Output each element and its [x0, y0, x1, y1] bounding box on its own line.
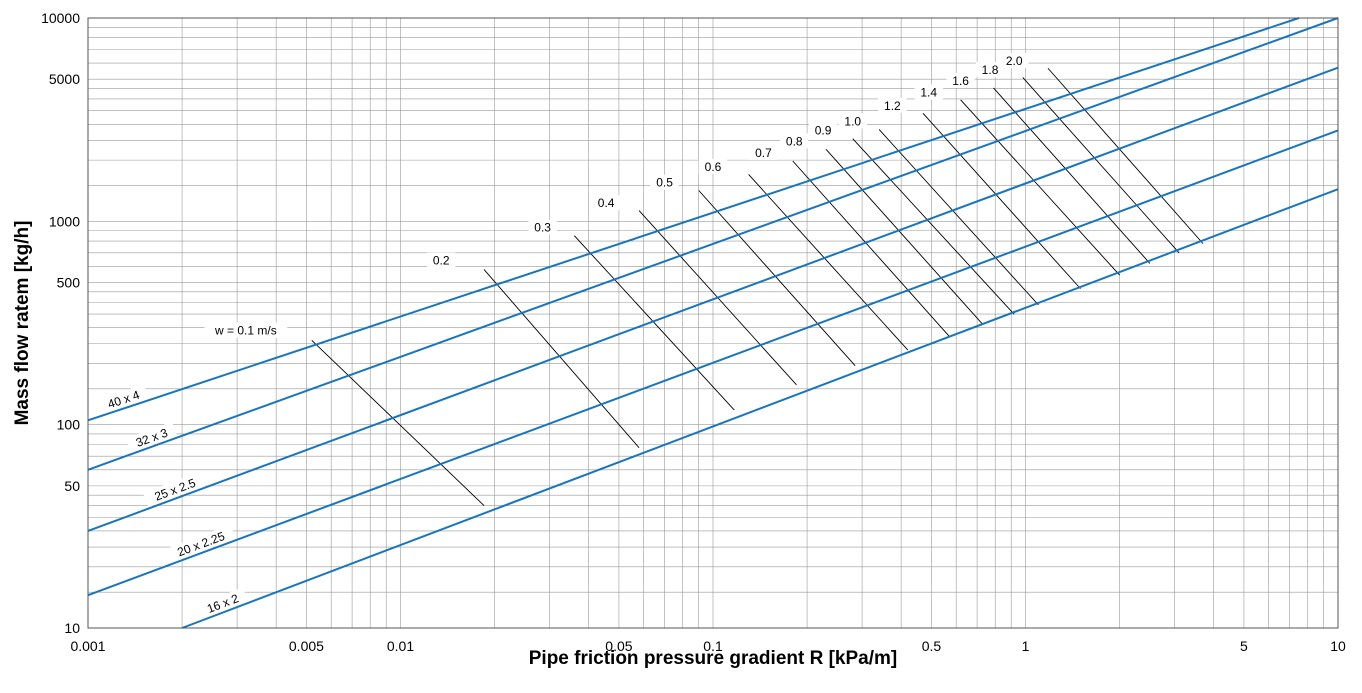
label-text: 20 x 2.25	[175, 529, 226, 559]
label-background	[914, 84, 943, 100]
velocity-label-0-2: 0.2	[427, 252, 456, 268]
velocity-line-1-6	[993, 87, 1151, 264]
label-text: 1.2	[884, 99, 901, 113]
x-tick-label-0-1: 0.1	[703, 638, 723, 654]
x-tick-label-5: 5	[1240, 638, 1248, 654]
velocity-line-1-8	[1022, 77, 1180, 254]
label-background	[838, 113, 867, 129]
velocity-label-0-3: 0.3	[528, 219, 557, 235]
label-text: 1.4	[920, 86, 937, 100]
x-axis-title: Pipe friction pressure gradient R [kPa/m…	[529, 648, 897, 669]
label-background	[946, 72, 975, 88]
pipe-series-40-x-4	[87, 17, 1300, 422]
velocity-label-1-2: 1.2	[878, 97, 907, 113]
label-text: 0.3	[534, 221, 551, 235]
label-background	[165, 524, 236, 563]
label-text: 1.6	[952, 74, 969, 88]
velocity-lines	[311, 67, 1204, 506]
pipe-series-25-x-2-5	[87, 66, 1339, 532]
velocity-label-1-8: 1.8	[975, 61, 1005, 77]
y-axis-title: Mass flow ratem [kg/h]	[12, 221, 33, 426]
label-background	[999, 52, 1029, 68]
x-tick-label-10: 10	[1330, 638, 1346, 654]
label-text: 0.7	[755, 146, 772, 160]
pipe-label-32-x-3: 32 x 3	[126, 421, 178, 453]
label-text: 0.5	[656, 176, 673, 190]
label-text: 0.4	[598, 196, 615, 210]
x-tick-label-0-5: 0.5	[922, 638, 942, 654]
label-background	[878, 97, 907, 113]
label-background	[97, 384, 149, 414]
velocity-label-w-0-1-m-s: w = 0.1 m/s	[204, 322, 288, 338]
velocity-line-0-7	[792, 160, 950, 337]
label-background	[126, 421, 178, 453]
label-background	[427, 252, 456, 268]
pipe-series-16-x-2	[181, 188, 1339, 629]
label-text: 0.2	[433, 254, 450, 268]
label-background	[698, 159, 728, 175]
label-background	[204, 322, 288, 338]
label-text: 2.0	[1006, 54, 1023, 68]
velocity-line-0-3	[574, 235, 735, 411]
pipe-series-lines	[87, 17, 1339, 629]
label-background	[780, 133, 809, 149]
label-background	[749, 144, 778, 160]
y-tick-label-100: 100	[57, 417, 81, 433]
velocity-line-1-4	[960, 99, 1120, 276]
label-text: 0.6	[705, 160, 722, 174]
y-tick-label-500: 500	[57, 275, 81, 291]
velocity-label-2-0: 2.0	[999, 52, 1029, 68]
x-tick-label-1: 1	[1022, 638, 1030, 654]
velocity-label-0-7: 0.7	[749, 144, 778, 160]
velocity-line-0-9	[852, 138, 1015, 315]
velocity-line-0-6	[748, 174, 909, 351]
x-tick-label-0-01: 0.01	[387, 638, 414, 654]
plot-frame	[87, 17, 1339, 629]
velocity-line-1-0	[878, 129, 1039, 306]
y-tick-labels: 10 50 100 500 1000 5000 10000	[41, 10, 80, 636]
velocity-label-0-4: 0.4	[591, 195, 621, 211]
label-text: 1.8	[982, 63, 999, 77]
label-background	[975, 61, 1005, 77]
pipe-series-32-x-3	[87, 17, 1339, 471]
label-text: 0.8	[786, 134, 803, 148]
velocity-label-0-5: 0.5	[650, 174, 679, 190]
y-tick-label-10: 10	[64, 620, 80, 636]
y-tick-label-10000: 10000	[41, 10, 80, 26]
pipe-series-20-x-2-25	[87, 129, 1339, 597]
curve-labels: w = 0.1 m/s 0.2 0.3 0.4 0.5 0.6 0.7 0.8 0.9 1.0 1.…	[97, 52, 1029, 619]
y-tick-label-1000: 1000	[49, 213, 80, 229]
pipe-label-25-x-2-5: 25 x 2.5	[143, 471, 207, 508]
velocity-line-0-5	[698, 190, 856, 366]
label-background	[808, 122, 838, 138]
y-tick-label-5000: 5000	[49, 71, 80, 87]
velocity-label-1-0: 1.0	[838, 113, 867, 129]
velocity-label-0-6: 0.6	[698, 159, 728, 175]
velocity-label-0-9: 0.9	[808, 122, 838, 138]
velocity-line-0-2	[483, 269, 640, 449]
x-tick-label-0-005: 0.005	[289, 638, 324, 654]
velocity-label-0-8: 0.8	[780, 133, 809, 149]
label-background	[591, 195, 621, 211]
velocity-line-w-0-1-m-s	[311, 339, 485, 506]
x-tick-label-0-001: 0.001	[70, 638, 105, 654]
label-text: 0.9	[815, 123, 832, 137]
label-background	[528, 219, 557, 235]
velocity-line-2-0	[1047, 67, 1204, 244]
velocity-line-0-8	[825, 149, 984, 325]
label-text: 1.0	[844, 114, 861, 128]
label-background	[143, 471, 207, 508]
velocity-label-1-6: 1.6	[946, 72, 975, 88]
label-background	[197, 587, 249, 619]
x-tick-labels: 0.001 0.005 0.01 0.05 0.1 0.5 1 5 10	[70, 638, 1346, 654]
velocity-label-1-4: 1.4	[914, 84, 943, 100]
x-tick-label-0-05: 0.05	[605, 638, 632, 654]
label-text: w = 0.1 m/s	[214, 324, 277, 338]
label-background	[650, 174, 679, 190]
y-tick-label-50: 50	[64, 478, 80, 494]
velocity-line-1-2	[922, 112, 1081, 290]
